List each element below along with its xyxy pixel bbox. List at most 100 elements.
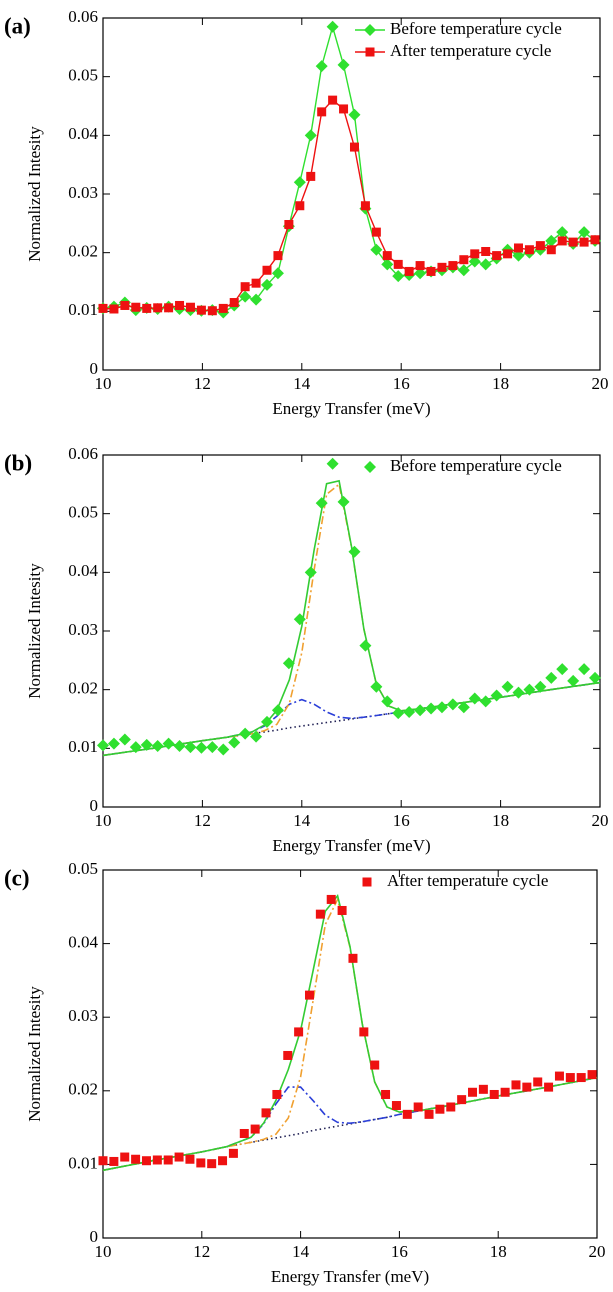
- diamond-marker: [282, 657, 295, 670]
- square-marker: [535, 241, 545, 251]
- square-marker: [283, 1050, 293, 1060]
- y-axis-label: Normalized Intesity: [25, 126, 44, 262]
- square-marker: [272, 1089, 282, 1099]
- square-marker: [415, 261, 425, 271]
- square-marker: [393, 259, 403, 269]
- x-tick-label: 20: [589, 1242, 606, 1261]
- y-axis-label: Normalized Intesity: [25, 563, 44, 699]
- diamond-marker: [250, 730, 263, 743]
- square-marker: [579, 237, 589, 247]
- square-marker: [251, 278, 261, 288]
- diamond-marker: [567, 674, 580, 687]
- diamond-marker: [479, 258, 492, 271]
- square-marker: [576, 1073, 586, 1083]
- diamond-marker: [414, 267, 427, 280]
- square-marker: [371, 227, 381, 237]
- y-tick-label: 0.04: [68, 561, 98, 580]
- square-marker: [503, 249, 513, 259]
- diamond-marker: [151, 739, 164, 752]
- y-tick-label: 0.04: [68, 124, 98, 143]
- square-marker: [533, 1077, 543, 1087]
- chart: (a) Normalized Intesity Energy Transfer (m…: [4, 7, 609, 418]
- diamond-marker: [512, 249, 525, 262]
- legend-label: Before temperature cycle: [390, 456, 562, 475]
- diamond-marker: [195, 741, 208, 754]
- square-marker: [468, 1087, 478, 1097]
- square-marker: [489, 1089, 499, 1099]
- square-marker: [404, 266, 414, 276]
- square-marker: [120, 300, 130, 310]
- diamond-marker: [425, 702, 438, 715]
- square-marker: [370, 1060, 380, 1070]
- y-axis-label: Normalized Intesity: [25, 986, 44, 1122]
- square-marker: [109, 1156, 119, 1166]
- square-marker: [261, 1108, 271, 1118]
- diamond-marker: [315, 60, 328, 73]
- diamond-marker: [348, 545, 361, 558]
- square-marker: [544, 1082, 554, 1092]
- panel-label: (b): [4, 450, 32, 475]
- x-tick-label: 14: [292, 1242, 310, 1261]
- square-marker: [337, 905, 347, 915]
- diamond-marker: [545, 671, 558, 684]
- y-tick-label: 0.05: [68, 859, 98, 878]
- diamond-marker: [271, 704, 284, 717]
- y-tick-label: 0.04: [68, 933, 98, 952]
- square-marker: [328, 95, 338, 105]
- x-axis-label: Energy Transfer (meV): [272, 836, 430, 855]
- square-marker: [262, 265, 272, 275]
- x-tick-label: 18: [490, 1242, 507, 1261]
- x-tick-label: 18: [492, 374, 509, 393]
- square-marker: [557, 236, 567, 246]
- x-tick-label: 12: [194, 374, 211, 393]
- diamond-marker: [468, 255, 481, 268]
- square-marker: [98, 1156, 108, 1166]
- square-marker: [228, 1148, 238, 1158]
- fit-curve: [102, 894, 598, 1172]
- legend-label: Before temperature cycle: [390, 19, 562, 38]
- square-marker: [382, 251, 392, 261]
- fit-curve: [102, 479, 601, 757]
- diamond-marker: [359, 639, 372, 652]
- square-marker: [131, 1154, 141, 1164]
- diamond-marker: [129, 741, 142, 754]
- diamond-marker: [271, 267, 284, 280]
- square-marker: [511, 1080, 521, 1090]
- square-marker: [500, 1087, 510, 1097]
- diamond-marker: [490, 689, 503, 702]
- y-tick-label: 0.01: [68, 300, 98, 319]
- diamond-marker: [337, 58, 350, 71]
- square-marker: [413, 1102, 423, 1112]
- x-tick-label: 10: [95, 811, 112, 830]
- square-marker: [448, 261, 458, 271]
- square-marker: [315, 909, 325, 919]
- x-tick-label: 14: [293, 811, 311, 830]
- y-tick-label: 0.06: [68, 444, 98, 463]
- x-tick-label: 16: [393, 374, 410, 393]
- diamond-marker: [261, 278, 274, 291]
- diamond-marker: [261, 715, 274, 728]
- square-marker: [218, 303, 228, 313]
- diamond-marker: [534, 680, 547, 693]
- diamond-marker: [392, 270, 405, 283]
- square-marker: [359, 1027, 369, 1037]
- x-tick-label: 14: [293, 374, 311, 393]
- diamond-marker: [578, 663, 591, 676]
- y-tick-label: 0.03: [68, 183, 98, 202]
- y-tick-label: 0.02: [68, 1080, 98, 1099]
- square-marker: [339, 104, 349, 114]
- x-tick-label: 20: [592, 811, 609, 830]
- y-tick-label: 0.05: [68, 503, 98, 522]
- square-marker: [446, 1102, 456, 1112]
- diamond-marker: [435, 701, 448, 714]
- diamond-marker: [217, 743, 230, 756]
- square-marker: [568, 237, 578, 247]
- y-tick-label: 0.02: [68, 242, 98, 261]
- square-marker: [360, 201, 370, 211]
- square-marker: [522, 1082, 532, 1092]
- diamond-marker: [545, 234, 558, 247]
- square-marker: [437, 262, 447, 272]
- x-tick-label: 12: [194, 811, 211, 830]
- y-tick-label: 0: [90, 359, 99, 378]
